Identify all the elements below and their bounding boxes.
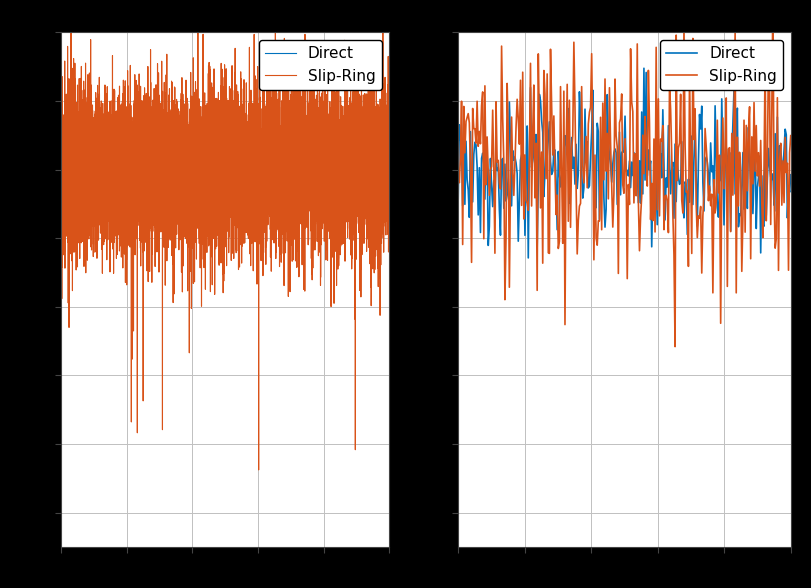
Slip-Ring [756,137,766,144]
Direct [652,221,662,228]
Direct [251,162,260,169]
Slip-Ring [657,138,667,145]
Slip-Ring [786,132,796,139]
Direct [368,212,378,219]
Slip-Ring [264,197,274,204]
Slip-Ring [254,466,264,473]
Slip-Ring [651,44,661,51]
Legend: Direct, Slip-Ring: Direct, Slip-Ring [660,40,783,90]
Slip-Ring [56,168,66,175]
Direct [736,212,745,219]
Direct [757,172,766,179]
Direct [659,161,669,168]
Direct [72,166,82,173]
Direct [175,118,185,125]
Direct [56,160,66,167]
Slip-Ring [650,228,660,235]
Direct [523,255,533,262]
Slip-Ring [299,240,309,247]
Slip-Ring [735,149,744,156]
Slip-Ring [384,143,394,150]
Direct [264,179,274,186]
Direct [654,158,663,165]
Slip-Ring [670,343,680,350]
Legend: Direct, Slip-Ring: Direct, Slip-Ring [259,40,382,90]
Direct [384,141,394,148]
Slip-Ring [453,169,463,176]
Slip-Ring [72,141,82,148]
Direct [639,65,649,72]
Slip-Ring [175,228,185,235]
Direct [175,145,185,152]
Line: Slip-Ring: Slip-Ring [458,0,791,346]
Direct [454,121,464,128]
Direct [786,171,796,178]
Slip-Ring [251,82,260,89]
Line: Direct: Direct [458,68,791,258]
Direct [299,176,309,183]
Direct [453,195,463,202]
Slip-Ring [317,193,327,200]
Line: Direct: Direct [61,121,389,215]
Direct [317,191,327,198]
Slip-Ring [454,179,464,186]
Line: Slip-Ring: Slip-Ring [61,0,389,470]
